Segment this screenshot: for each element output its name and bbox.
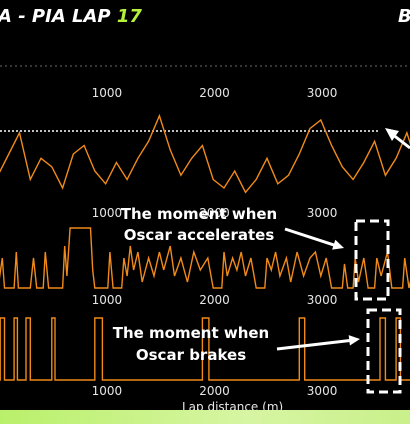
chart-title: A - PIA LAP 17 bbox=[0, 6, 142, 27]
x-tick-label: 1000 bbox=[92, 206, 123, 220]
annotation-arrow-head bbox=[348, 335, 360, 346]
accelerate-highlight-box bbox=[354, 219, 390, 301]
peak-arrow-head bbox=[385, 128, 399, 141]
annotation-arrow-shaft bbox=[276, 338, 353, 351]
x-tick-label: 3000 bbox=[307, 384, 338, 398]
x-tick-label: 2000 bbox=[199, 384, 230, 398]
x-tick-label: 2000 bbox=[199, 206, 230, 220]
brake-series-line bbox=[0, 317, 410, 381]
annotation-line-1: The moment when bbox=[121, 205, 278, 223]
annotation-line-2: Oscar brakes bbox=[136, 346, 246, 364]
x-tick-label: 3000 bbox=[307, 293, 338, 307]
speed-series-line bbox=[0, 113, 410, 194]
x-tick-label: 1000 bbox=[92, 86, 123, 100]
annotation-line-1: The moment when bbox=[113, 324, 270, 342]
annotation-line-2: Oscar accelerates bbox=[124, 226, 275, 244]
bottom-accent-band bbox=[0, 410, 410, 424]
throttle-series-line bbox=[0, 227, 410, 289]
x-tick-label: 1000 bbox=[92, 293, 123, 307]
title-prefix: A - PIA LAP bbox=[0, 6, 117, 27]
annotation-arrow-shaft bbox=[284, 227, 337, 248]
x-tick-label: 3000 bbox=[307, 86, 338, 100]
x-tick-label: 2000 bbox=[199, 86, 230, 100]
x-tick-label: 3000 bbox=[307, 206, 338, 220]
annotation-arrow-head bbox=[332, 239, 344, 250]
lap-number: 17 bbox=[116, 6, 142, 27]
x-tick-label: 1000 bbox=[92, 384, 123, 398]
title-right-fragment: B bbox=[398, 6, 410, 27]
x-tick-label: 2000 bbox=[199, 293, 230, 307]
brake-highlight-box bbox=[366, 308, 402, 394]
